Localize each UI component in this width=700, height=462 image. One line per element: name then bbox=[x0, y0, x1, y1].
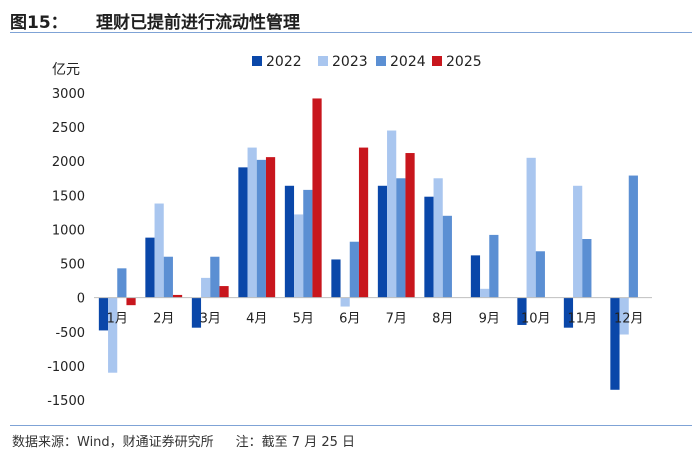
bar-2023 bbox=[573, 185, 583, 298]
bar-2022 bbox=[517, 297, 527, 325]
bar-2023 bbox=[387, 130, 397, 298]
bar-2022 bbox=[470, 255, 481, 298]
bar-2025 bbox=[219, 286, 229, 298]
x-tick-label: 7月 bbox=[386, 312, 407, 327]
y-tick-label: -1500 bbox=[47, 394, 85, 409]
bar-2024 bbox=[256, 159, 266, 298]
bar-chart: 亿元 -1500 -1000 -500 0 500 1000 1500 2000 2500 3000… bbox=[47, 54, 652, 409]
x-tick-label: 6月 bbox=[339, 312, 360, 327]
legend-swatch-2024 bbox=[376, 56, 386, 66]
y-tick-label: 2000 bbox=[52, 155, 85, 170]
bar-2023 bbox=[201, 277, 211, 298]
figure-number: 图15： bbox=[10, 13, 68, 33]
y-tick-label: -1000 bbox=[47, 360, 85, 375]
bar-2023 bbox=[154, 203, 164, 298]
header-divider bbox=[10, 32, 692, 33]
bar-2025 bbox=[405, 153, 415, 298]
x-tick-label: 11月 bbox=[567, 312, 597, 327]
chart-title: 理财已提前进行流动性管理 bbox=[96, 13, 300, 33]
bar-2023 bbox=[480, 288, 490, 298]
y-tick-label: 1500 bbox=[52, 189, 85, 204]
bar-2023 bbox=[340, 297, 350, 307]
y-tick-label: 2500 bbox=[52, 121, 85, 136]
bar-2024 bbox=[489, 234, 499, 298]
bar-2022 bbox=[563, 297, 574, 328]
y-tick-label: 500 bbox=[60, 258, 85, 273]
bar-2023 bbox=[108, 297, 118, 373]
bar-2024 bbox=[628, 175, 638, 298]
legend-label: 2022 bbox=[266, 54, 302, 70]
x-tick-label: 5月 bbox=[293, 312, 314, 327]
x-tick-label: 3月 bbox=[200, 312, 221, 327]
bar-2024 bbox=[117, 268, 127, 298]
bar-2024 bbox=[349, 241, 359, 298]
bar-2025 bbox=[312, 98, 322, 298]
bar-2024 bbox=[535, 251, 545, 298]
bar-2024 bbox=[582, 239, 592, 298]
footer: 数据来源：Wind，财通证券研究所 注：截至 7 月 25 日 bbox=[12, 431, 355, 450]
legend-swatch-2022 bbox=[252, 56, 262, 66]
x-tick-label: 9月 bbox=[479, 312, 500, 327]
bar-2023 bbox=[526, 157, 536, 298]
bar-2024 bbox=[442, 215, 452, 298]
y-axis-label: 亿元 bbox=[52, 62, 80, 78]
bar-2022 bbox=[610, 297, 620, 390]
bar-2023 bbox=[433, 178, 443, 298]
bar-2022 bbox=[331, 259, 341, 298]
bar-2025 bbox=[172, 294, 183, 298]
bar-2024 bbox=[396, 178, 406, 298]
bar-2025 bbox=[265, 157, 276, 298]
source-note: 数据来源：Wind，财通证券研究所 bbox=[12, 435, 214, 450]
y-tick-label: -500 bbox=[55, 326, 85, 341]
x-tick-label: 1月 bbox=[107, 312, 128, 327]
legend-label: 2025 bbox=[446, 54, 482, 70]
figure-header: 图15： 理财已提前进行流动性管理 bbox=[10, 4, 690, 34]
bar-2022 bbox=[191, 297, 202, 328]
x-tick-label: 4月 bbox=[246, 312, 267, 327]
y-tick-label: 0 bbox=[77, 292, 85, 307]
footnote: 注：截至 7 月 25 日 bbox=[235, 435, 356, 450]
bar-2025 bbox=[358, 147, 369, 298]
bar-2023 bbox=[294, 214, 304, 298]
bar-2024 bbox=[210, 256, 220, 298]
legend-swatch-2023 bbox=[318, 56, 328, 66]
x-tick-label: 10月 bbox=[521, 312, 551, 327]
bar-2022 bbox=[238, 167, 248, 298]
x-tick-label: 2月 bbox=[153, 312, 174, 327]
legend-swatch-2025 bbox=[432, 56, 442, 66]
legend-label: 2024 bbox=[390, 54, 426, 70]
bar-2024 bbox=[303, 189, 313, 298]
bar-2023 bbox=[247, 147, 257, 298]
bar-2025 bbox=[126, 297, 136, 306]
bar-2022 bbox=[424, 196, 434, 298]
footer-divider bbox=[10, 425, 692, 426]
bar-2023 bbox=[619, 297, 629, 335]
bar-2022 bbox=[284, 185, 295, 298]
x-tick-label: 12月 bbox=[614, 312, 644, 327]
bar-2022 bbox=[98, 297, 109, 331]
x-tick-label: 8月 bbox=[432, 312, 453, 327]
bar-2022 bbox=[377, 185, 388, 298]
bar-2024 bbox=[163, 256, 173, 298]
y-tick-label: 3000 bbox=[52, 87, 85, 102]
legend-label: 2023 bbox=[332, 54, 368, 70]
bar-2022 bbox=[145, 237, 155, 298]
y-tick-label: 1000 bbox=[52, 223, 85, 238]
